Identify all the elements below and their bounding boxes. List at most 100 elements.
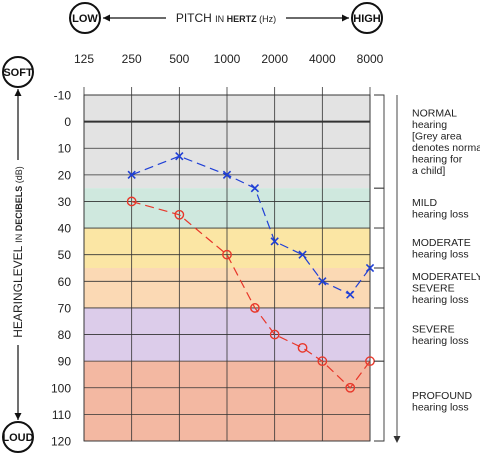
x-marker: [365, 263, 375, 273]
x-tick-label: 2000: [261, 52, 288, 66]
x-marker-stroke-b: [222, 170, 232, 180]
o-marker: [317, 356, 328, 367]
category-bracket: [374, 267, 385, 309]
category-title: MODERATE: [412, 237, 471, 249]
category-line: a child]: [412, 165, 445, 177]
soft-badge-text: SOFT: [3, 67, 33, 79]
category-bracket: [374, 360, 385, 442]
soft-badge: [2, 56, 34, 88]
o-marker: [345, 382, 356, 393]
pitch-axis-title: PITCH IN HERTZ (Hz): [176, 11, 276, 25]
x-tick-label: 500: [169, 52, 189, 66]
x-marker-stroke-b: [270, 237, 279, 246]
loud-badge-text: LOUD: [2, 432, 33, 444]
x-marker: [298, 250, 307, 259]
y-tick-label: 0: [64, 115, 71, 129]
o-marker: [174, 209, 185, 220]
category-line: hearing loss: [412, 401, 469, 413]
level-label-prefix: HEARINGLEVEL: [11, 243, 25, 338]
category-bracket: [374, 307, 385, 362]
category-line: hearing loss: [412, 208, 469, 220]
x-tick-label: 250: [122, 52, 142, 66]
category-line: [Grey area: [412, 130, 462, 142]
x-marker: [318, 277, 327, 286]
x-marker-stroke-b: [127, 170, 136, 180]
level-axis-title: HEARINGLEVEL IN DECIBELS (dB): [11, 166, 25, 337]
x-marker-stroke-b: [318, 277, 327, 286]
y-tick-label: 50: [58, 248, 72, 262]
category-title: MILD: [412, 197, 438, 209]
series-group: [126, 152, 375, 393]
high-badge: [351, 2, 383, 34]
y-tick-label: 100: [51, 381, 71, 395]
o-marker: [269, 329, 280, 340]
category-bracket: [374, 187, 385, 229]
y-tick-label: 20: [58, 168, 72, 182]
x-marker-stroke-b: [365, 263, 375, 273]
y-tick-label: 120: [51, 435, 71, 449]
x-marker: [175, 152, 184, 161]
category-line: SEVERE: [412, 282, 455, 294]
x-tick-label: 1000: [214, 52, 241, 66]
category-title: NORMAL: [412, 107, 457, 119]
grid-lines: [83, 87, 371, 442]
category-line: hearing: [412, 119, 447, 131]
pitch-header: LOW HIGH PITCH IN HERTZ (Hz): [69, 2, 383, 34]
o-marker: [297, 342, 308, 353]
y-tick-label: -10: [54, 89, 72, 103]
pitch-arrowhead-right: [342, 14, 349, 22]
pitch-arrowhead-left: [103, 14, 110, 22]
o-marker: [249, 303, 260, 313]
category-bracket: [374, 227, 385, 269]
level-label-suffix: (dB): [14, 166, 24, 186]
x-marker-stroke-b: [250, 183, 260, 193]
level-label-in: IN: [14, 231, 24, 243]
y-tick-label: 90: [58, 355, 72, 369]
category-line: denotes normal: [412, 142, 480, 154]
x-tick-label: 4000: [309, 52, 336, 66]
category-line: hearing loss: [412, 248, 469, 260]
x-marker: [127, 170, 136, 180]
pitch-label-suffix: (Hz): [257, 14, 277, 24]
x-marker: [222, 170, 232, 180]
low-badge: [69, 2, 101, 34]
x-marker-stroke-b: [298, 250, 307, 259]
x-tick-label: 125: [74, 52, 94, 66]
y-tick-label: 40: [58, 222, 72, 236]
x-marker: [270, 237, 279, 246]
x-marker-stroke-b: [175, 152, 184, 161]
pitch-label-in: IN: [215, 14, 227, 24]
level-label-unit: DECIBELS: [14, 186, 24, 232]
category-title: MODERATELY: [412, 271, 480, 283]
y-tick-label: 10: [58, 142, 72, 156]
x-tick-labels: 125 250 500 1000 2000 4000 8000: [74, 52, 384, 66]
pitch-label-unit: HERTZ: [227, 14, 257, 24]
o-series-line: [131, 200, 371, 389]
category-title: SEVERE: [412, 323, 455, 335]
category-line: hearing for: [412, 153, 463, 165]
category-line: hearing loss: [412, 335, 469, 347]
y-tick-labels: -10 0 10 20 30 40 50 60 70 80 90 100 110 120: [51, 89, 71, 449]
high-badge-text: HIGH: [353, 13, 381, 25]
x-marker: [250, 183, 260, 193]
y-tick-label: 60: [58, 275, 72, 289]
o-marker: [222, 249, 232, 260]
x-tick-label: 8000: [357, 52, 384, 66]
pitch-label-prefix: PITCH: [176, 11, 215, 25]
category-line: hearing loss: [412, 294, 469, 306]
y-tick-label: 70: [58, 301, 72, 315]
category-bracket: [374, 94, 385, 189]
o-marker: [126, 196, 137, 207]
level-arrowhead-top: [14, 89, 22, 96]
x-marker: [346, 290, 355, 299]
y-tick-label: 80: [58, 328, 72, 342]
category-axis-arrowhead: [393, 436, 401, 443]
level-arrowhead-bottom: [14, 413, 22, 420]
category-title: PROFOUND: [412, 390, 473, 402]
x-marker-stroke-b: [346, 290, 355, 299]
y-tick-label: 110: [52, 408, 71, 422]
level-side: SOFT LOUD HEARINGLEVEL IN DECIBELS (dB): [2, 56, 34, 453]
loud-badge: [2, 421, 34, 453]
low-badge-text: LOW: [72, 13, 98, 25]
